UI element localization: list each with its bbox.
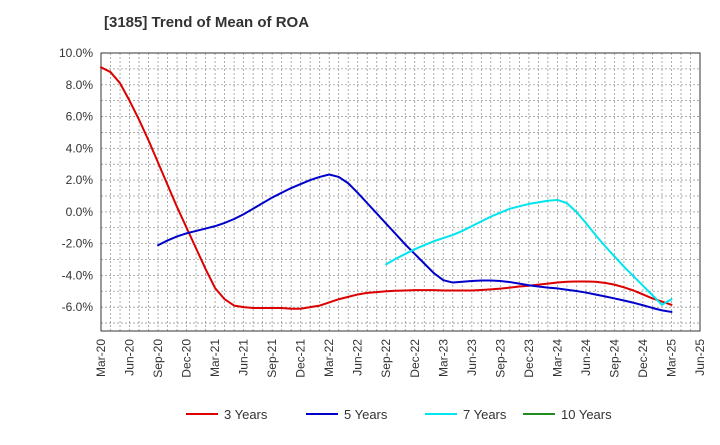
- y-tick-label: 8.0%: [66, 78, 94, 92]
- x-tick-label: Dec-22: [408, 339, 422, 378]
- x-tick-label: Mar-21: [208, 339, 222, 377]
- y-tick-label: 2.0%: [66, 173, 94, 187]
- y-tick-label: -6.0%: [62, 300, 94, 314]
- legend-label-3-years: 3 Years: [224, 407, 268, 422]
- x-tick-label: Dec-24: [636, 339, 650, 378]
- chart-title: [3185] Trend of Mean of ROA: [104, 14, 310, 31]
- legend-label-7-years: 7 Years: [463, 407, 507, 422]
- x-tick-label: Mar-22: [322, 339, 336, 377]
- x-tick-label: Dec-21: [294, 339, 308, 378]
- legend-label-5-years: 5 Years: [344, 407, 388, 422]
- legend-label-10-years: 10 Years: [561, 407, 612, 422]
- x-tick-label: Jun-20: [123, 339, 137, 376]
- x-tick-label: Sep-24: [607, 339, 621, 378]
- x-tick-label: Mar-23: [436, 339, 450, 377]
- plot-border: [100, 52, 701, 332]
- x-tick-label: Jun-21: [237, 339, 251, 376]
- x-tick-label: Jun-23: [465, 339, 479, 376]
- x-tick-label: Jun-25: [693, 339, 707, 376]
- x-tick-label: Mar-25: [664, 339, 678, 377]
- y-tick-label: 0.0%: [66, 205, 94, 219]
- x-tick-label: Sep-23: [493, 339, 507, 378]
- x-tick-label: Jun-22: [351, 339, 365, 376]
- x-tick-label: Sep-22: [379, 339, 393, 378]
- y-tick-label: -2.0%: [62, 237, 94, 251]
- series-line-5-years: [157, 173, 673, 313]
- plot-area: [101, 53, 700, 331]
- y-tick-label: -4.0%: [62, 268, 94, 282]
- y-tick-label: 10.0%: [59, 46, 93, 60]
- series-line-7-years: [385, 198, 673, 306]
- x-tick-label: Sep-21: [265, 339, 279, 378]
- x-tick-label: Mar-24: [550, 339, 564, 377]
- x-tick-label: Mar-20: [94, 339, 108, 377]
- y-tick-label: 4.0%: [66, 141, 94, 155]
- x-tick-label: Jun-24: [579, 339, 593, 376]
- x-tick-label: Sep-20: [151, 339, 165, 378]
- series-line-3-years: [100, 66, 673, 310]
- x-tick-label: Dec-23: [522, 339, 536, 378]
- y-tick-label: 6.0%: [66, 110, 94, 124]
- x-tick-label: Dec-20: [180, 339, 194, 378]
